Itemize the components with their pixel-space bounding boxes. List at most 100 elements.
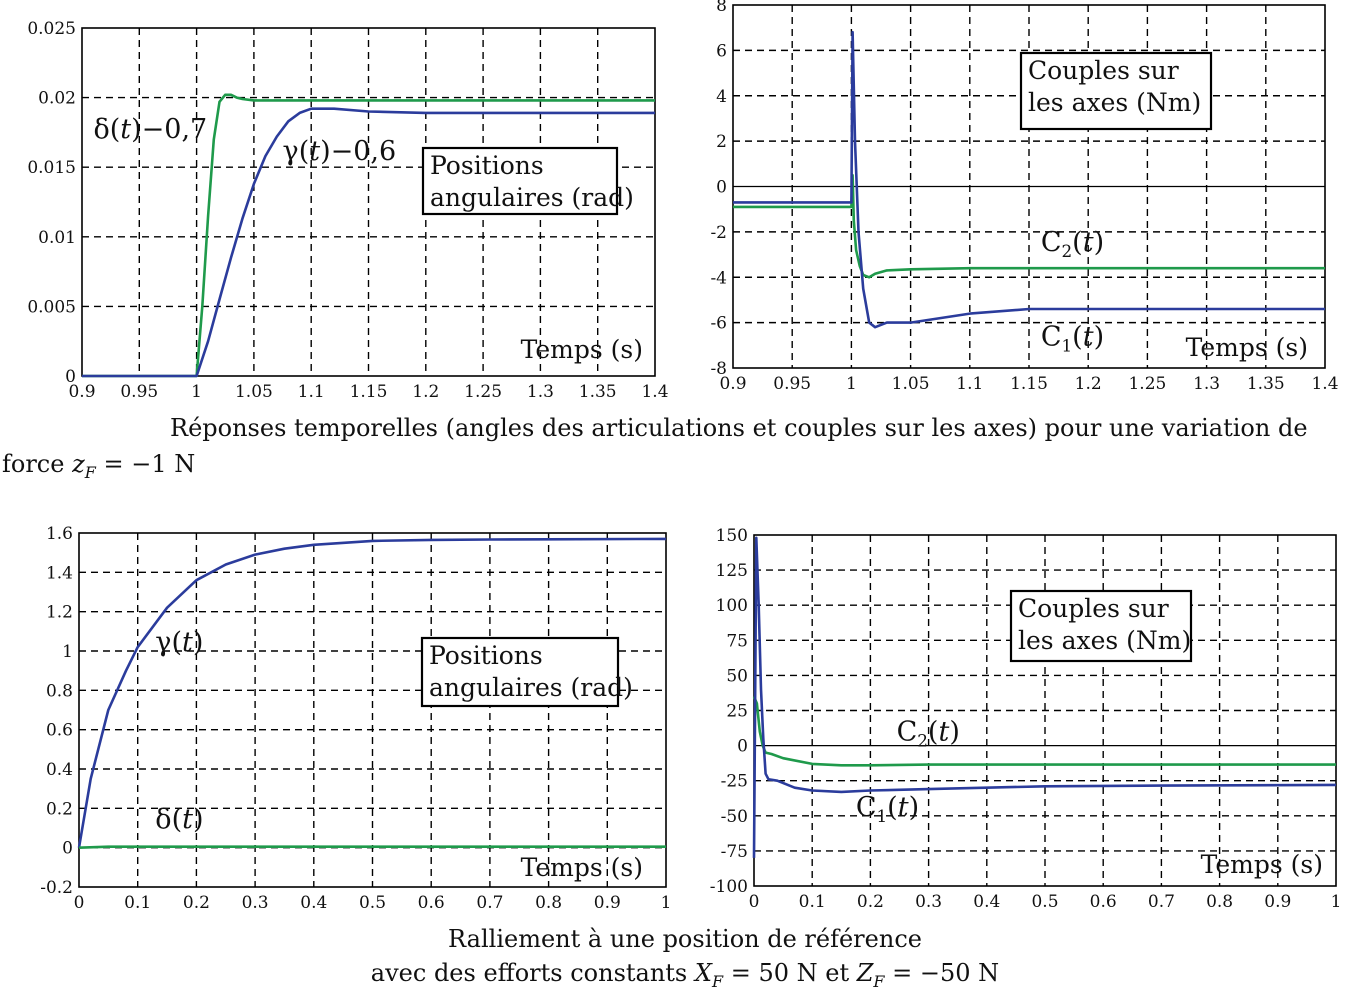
x-tick-label: 0.8 <box>1206 892 1233 910</box>
y-tick-label: -75 <box>721 842 748 862</box>
x-tick-label: 0.95 <box>773 374 811 394</box>
x-tick-label: 0.3 <box>242 893 269 910</box>
x-tick-label: 0.7 <box>476 893 503 910</box>
x-tick-label: 0.9 <box>68 382 95 402</box>
x-tick-label: 0.9 <box>719 374 746 394</box>
series-line-green <box>78 845 666 849</box>
x-tick-label: 0.9 <box>594 893 621 910</box>
y-tick-label: 0 <box>65 367 76 387</box>
x-tick-label: 0.1 <box>799 892 826 910</box>
y-tick-label: 0.4 <box>46 760 73 780</box>
caption-bottom-line-2: avec des efforts constants XF = 50 N et … <box>370 959 1000 991</box>
caption-top-line-1: Réponses temporelles (angles des articul… <box>170 414 1308 442</box>
chart-axis-torques-rally: 0 0.1 0.2 0.3 0.4 0.5 0.6 0.7 0.8 0.9 1 -100 -75 -50 -… <box>710 526 1342 910</box>
y-tick-label: -0.2 <box>40 878 73 898</box>
y-tick-label: 2 <box>716 132 727 152</box>
y-tick-label: -6 <box>710 314 727 334</box>
x-axis-label: Temps (s) <box>1186 333 1308 362</box>
legend-box-line: les axes (Nm) <box>1018 626 1191 655</box>
y-tick-label: -100 <box>710 877 748 897</box>
x-tick-label: 0 <box>749 892 760 910</box>
x-tick-label: 0.8 <box>535 893 562 910</box>
series-annotation: C1(t) <box>856 792 919 826</box>
legend-box-line: angulaires (rad) <box>430 183 634 212</box>
x-tick-label: 0.2 <box>183 893 210 910</box>
y-tick-label: 75 <box>726 631 748 651</box>
series-annotation: C1(t) <box>1041 321 1104 355</box>
caption-top-line-2: force zF = −1 N <box>2 450 196 482</box>
x-tick-label: 0.9 <box>1264 892 1291 910</box>
x-tick-label: 1.05 <box>892 374 930 394</box>
y-tick-label: 6 <box>716 41 727 61</box>
y-tick-label: 0.8 <box>46 681 73 701</box>
y-tick-label: 0 <box>716 178 727 198</box>
y-tick-label: -4 <box>710 268 727 288</box>
chart-angular-positions-step: 0.9 0.95 1 1.05 1.1 1.15 1.2 1.25 1.3 1.35 1.4 0 0.0… <box>27 19 668 402</box>
legend-box-line: les axes (Nm) <box>1028 88 1201 117</box>
y-tick-label: 0.2 <box>46 799 73 819</box>
x-tick-label: 0.6 <box>1090 892 1117 910</box>
x-tick-label: 1.25 <box>464 382 502 402</box>
x-tick-label: 1.35 <box>1247 374 1285 394</box>
y-tick-label: 0.005 <box>27 297 76 317</box>
y-tick-label: 0.015 <box>27 158 76 178</box>
legend-box <box>420 636 620 708</box>
legend-box <box>1019 51 1213 131</box>
x-tick-label: 1 <box>1331 892 1342 910</box>
x-tick-label: 0.4 <box>973 892 1000 910</box>
y-tick-label: 0.6 <box>46 721 73 741</box>
y-tick-label: -50 <box>721 807 748 827</box>
legend-box-line: Couples sur <box>1018 594 1169 623</box>
y-tick-label: 8 <box>716 0 727 16</box>
series-line-blue <box>752 536 1337 858</box>
series-line-green <box>752 696 1336 767</box>
x-tick-label: 1.15 <box>1010 374 1048 394</box>
x-tick-label: 0 <box>74 893 85 910</box>
x-tick-label: 1.2 <box>1075 374 1102 394</box>
series-annotation: C2(t) <box>1041 227 1104 261</box>
x-tick-label: 0.5 <box>1031 892 1058 910</box>
y-tick-label: 100 <box>716 596 748 616</box>
legend-box-line: Positions <box>430 151 544 180</box>
x-tick-label: 1.4 <box>1311 374 1338 394</box>
x-tick-label: 1.35 <box>579 382 617 402</box>
y-tick-label: 50 <box>726 666 748 686</box>
y-tick-label: 1.2 <box>46 603 73 623</box>
legend-box <box>421 146 619 216</box>
y-tick-label: 1.4 <box>46 563 73 583</box>
caption-bottom-line-1: Ralliement à une position de référence <box>448 925 922 953</box>
y-tick-label: 125 <box>716 561 748 581</box>
series-annotation: δ(t) <box>155 804 203 835</box>
y-tick-label: -25 <box>721 772 748 792</box>
x-tick-label: 1.3 <box>1193 374 1220 394</box>
legend-box <box>1009 589 1193 663</box>
legend-box-line: Positions <box>429 641 543 670</box>
y-tick-label: -2 <box>710 223 727 243</box>
x-tick-label: 0.7 <box>1148 892 1175 910</box>
y-tick-label: 0.02 <box>38 89 76 109</box>
x-tick-label: 0.3 <box>915 892 942 910</box>
x-tick-label: 1.15 <box>350 382 388 402</box>
y-tick-label: -8 <box>710 359 727 379</box>
chart-axis-torques-step: 0.9 0.95 1 1.05 1.1 1.15 1.2 1.25 1.3 1.35 1.4 -8 -6… <box>710 0 1338 394</box>
y-tick-label: 150 <box>716 526 748 546</box>
x-tick-label: 1.1 <box>956 374 983 394</box>
series-annotation: δ(t)−0,7 <box>93 114 207 145</box>
x-axis-label: Temps (s) <box>521 853 643 882</box>
y-tick-label: 1 <box>62 642 73 662</box>
x-tick-label: 1.4 <box>641 382 668 402</box>
legend-box-line: Couples sur <box>1028 56 1179 85</box>
x-tick-label: 0.1 <box>124 893 151 910</box>
series-line-blue <box>82 107 655 378</box>
x-axis-label: Temps (s) <box>521 335 643 364</box>
series-annotation: γ(t)−0,6 <box>283 136 397 167</box>
x-tick-label: 1 <box>191 382 202 402</box>
x-tick-label: 0.2 <box>857 892 884 910</box>
legend-box-line: angulaires (rad) <box>429 673 633 702</box>
x-tick-label: 0.5 <box>359 893 386 910</box>
y-tick-label: 1.6 <box>46 524 73 544</box>
series-annotation: γ(t) <box>155 627 203 658</box>
x-tick-label: 1 <box>846 374 857 394</box>
series-line-blue <box>733 30 1325 329</box>
x-tick-label: 0.95 <box>120 382 158 402</box>
